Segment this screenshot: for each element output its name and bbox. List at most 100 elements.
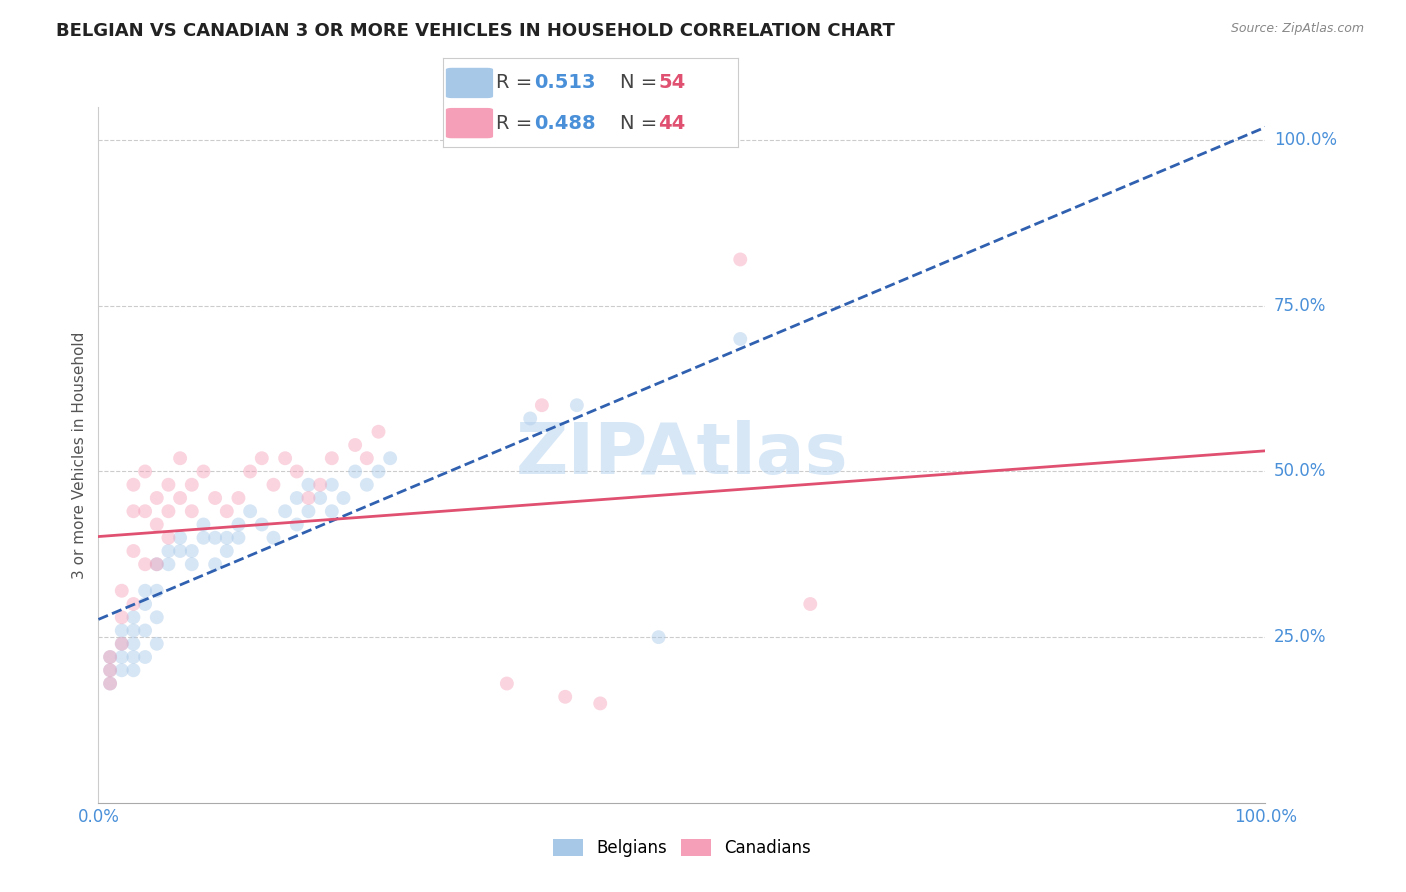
- Point: [204, 558, 226, 572]
- Point: [730, 332, 752, 346]
- Point: [193, 517, 215, 532]
- Point: [134, 597, 156, 611]
- Point: [157, 558, 180, 572]
- Point: [122, 637, 145, 651]
- Point: [98, 663, 121, 677]
- Text: ZIPAtlas: ZIPAtlas: [516, 420, 848, 490]
- Point: [98, 650, 121, 665]
- Point: [356, 477, 378, 491]
- Point: [122, 477, 145, 491]
- Point: [146, 637, 169, 651]
- Point: [111, 650, 134, 665]
- Point: [274, 451, 297, 466]
- Point: [98, 676, 121, 690]
- Point: [157, 544, 180, 558]
- Point: [589, 697, 612, 711]
- Point: [193, 531, 215, 545]
- Text: BELGIAN VS CANADIAN 3 OR MORE VEHICLES IN HOUSEHOLD CORRELATION CHART: BELGIAN VS CANADIAN 3 OR MORE VEHICLES I…: [56, 22, 896, 40]
- Point: [111, 637, 134, 651]
- Point: [215, 504, 238, 518]
- Point: [134, 504, 156, 518]
- Text: Source: ZipAtlas.com: Source: ZipAtlas.com: [1230, 22, 1364, 36]
- Point: [111, 637, 134, 651]
- Point: [169, 491, 191, 505]
- Point: [122, 610, 145, 624]
- Point: [297, 491, 319, 505]
- Text: R =: R =: [496, 113, 538, 133]
- Point: [146, 491, 169, 505]
- Point: [321, 504, 343, 518]
- Point: [554, 690, 576, 704]
- Text: 0.488: 0.488: [534, 113, 596, 133]
- Point: [180, 504, 202, 518]
- Point: [239, 465, 262, 479]
- Point: [180, 477, 202, 491]
- Point: [122, 544, 145, 558]
- Point: [262, 477, 284, 491]
- Point: [215, 544, 238, 558]
- Point: [146, 517, 169, 532]
- Point: [239, 504, 262, 518]
- Point: [274, 504, 297, 518]
- Point: [111, 624, 134, 638]
- Point: [262, 531, 284, 545]
- Point: [180, 558, 202, 572]
- Point: [204, 531, 226, 545]
- Point: [146, 610, 169, 624]
- Point: [98, 663, 121, 677]
- Point: [134, 583, 156, 598]
- Point: [134, 624, 156, 638]
- Point: [321, 451, 343, 466]
- Point: [309, 477, 332, 491]
- Point: [285, 465, 308, 479]
- Y-axis label: 3 or more Vehicles in Household: 3 or more Vehicles in Household: [72, 331, 87, 579]
- Point: [647, 630, 669, 644]
- Point: [122, 650, 145, 665]
- Point: [344, 465, 367, 479]
- Point: [122, 597, 145, 611]
- Point: [122, 663, 145, 677]
- Text: 44: 44: [658, 113, 686, 133]
- Point: [157, 477, 180, 491]
- Point: [297, 504, 319, 518]
- Point: [146, 558, 169, 572]
- Point: [111, 663, 134, 677]
- FancyBboxPatch shape: [446, 108, 494, 138]
- Point: [321, 477, 343, 491]
- Point: [519, 411, 541, 425]
- Point: [215, 531, 238, 545]
- Point: [169, 544, 191, 558]
- Point: [565, 398, 588, 412]
- Text: 100.0%: 100.0%: [1274, 131, 1337, 149]
- Text: 25.0%: 25.0%: [1274, 628, 1326, 646]
- Point: [332, 491, 354, 505]
- FancyBboxPatch shape: [446, 68, 494, 98]
- Point: [250, 451, 273, 466]
- Point: [297, 477, 319, 491]
- Point: [530, 398, 553, 412]
- Point: [228, 491, 250, 505]
- Point: [169, 451, 191, 466]
- Text: N =: N =: [620, 73, 664, 93]
- Point: [228, 517, 250, 532]
- Point: [367, 465, 389, 479]
- Point: [228, 531, 250, 545]
- Point: [146, 583, 169, 598]
- Point: [134, 558, 156, 572]
- Point: [285, 517, 308, 532]
- Point: [367, 425, 389, 439]
- Point: [180, 544, 202, 558]
- Point: [285, 491, 308, 505]
- Point: [157, 504, 180, 518]
- Text: 75.0%: 75.0%: [1274, 297, 1326, 315]
- Point: [111, 610, 134, 624]
- Point: [204, 491, 226, 505]
- Point: [309, 491, 332, 505]
- Point: [169, 531, 191, 545]
- Text: 0.513: 0.513: [534, 73, 596, 93]
- Legend: Belgians, Canadians: Belgians, Canadians: [547, 832, 817, 864]
- Text: 50.0%: 50.0%: [1274, 462, 1326, 481]
- Text: R =: R =: [496, 73, 538, 93]
- Point: [250, 517, 273, 532]
- Point: [380, 451, 402, 466]
